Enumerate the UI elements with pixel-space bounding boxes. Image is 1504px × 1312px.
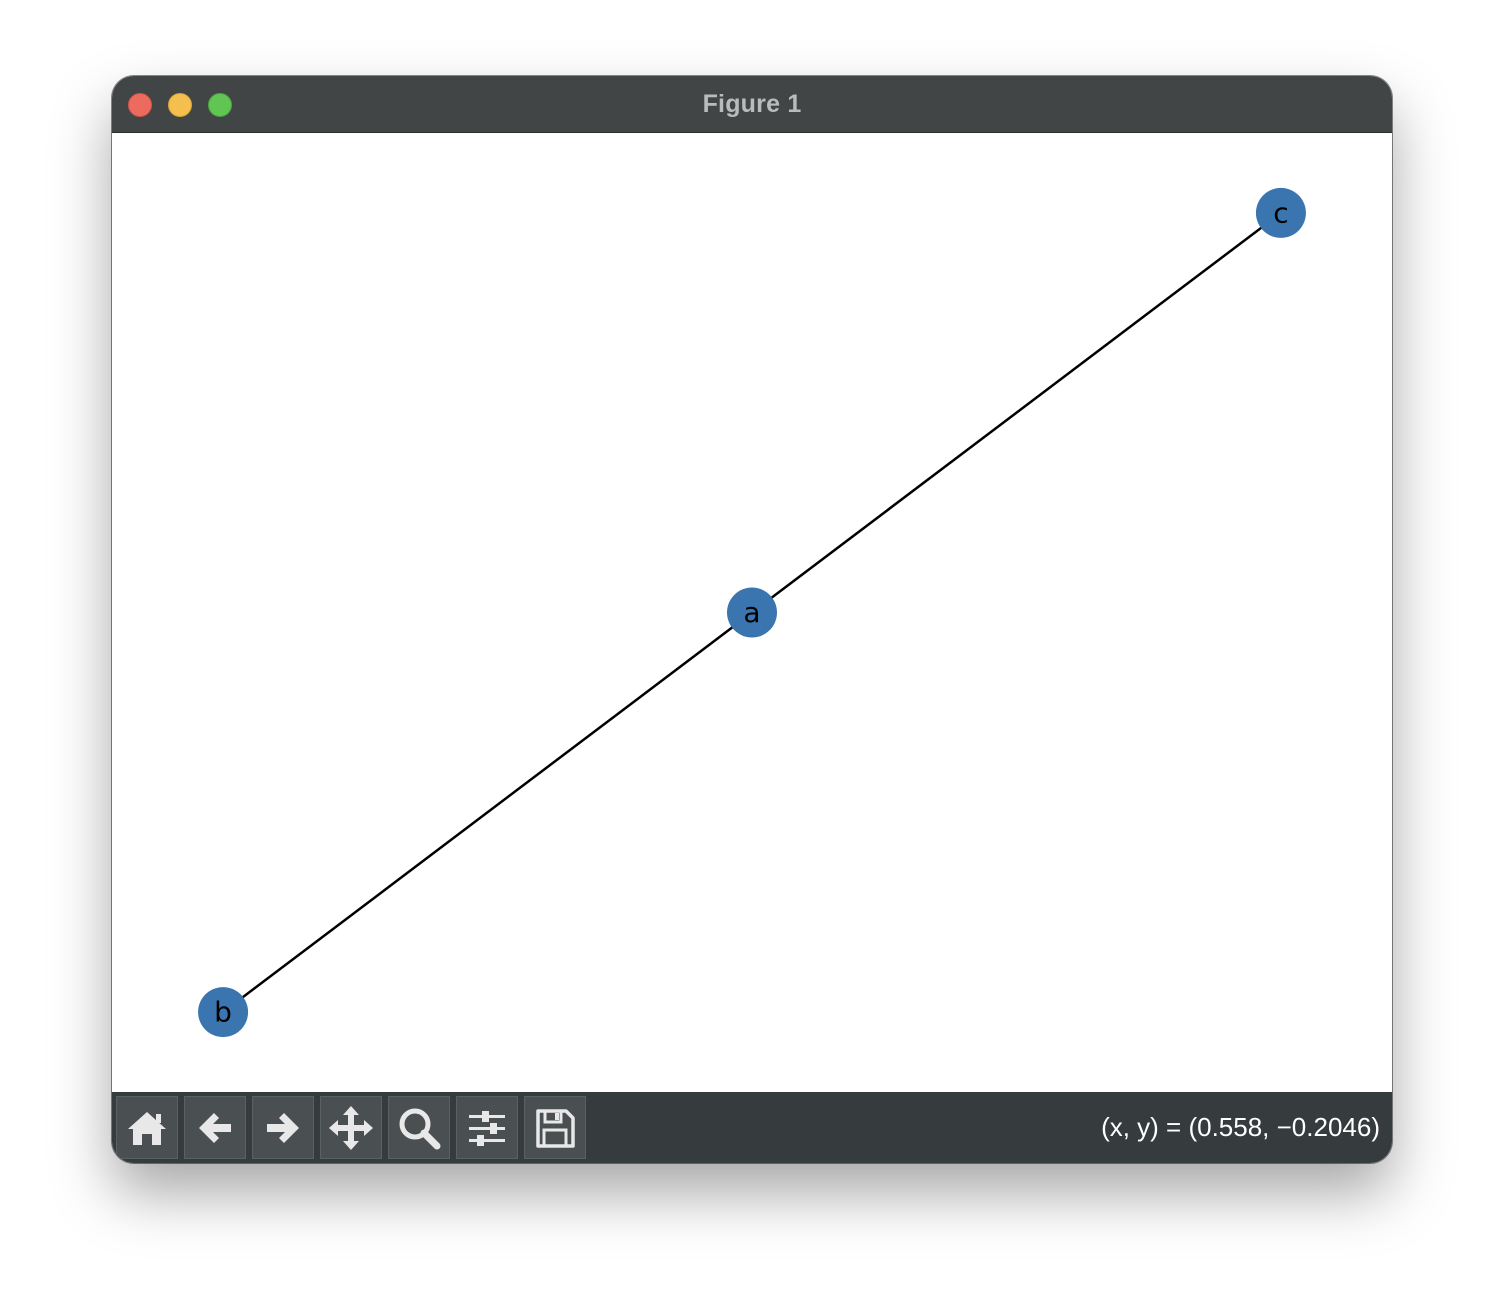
home-icon bbox=[128, 1111, 166, 1145]
node-label-b: b bbox=[214, 996, 232, 1029]
edge-a-c bbox=[751, 211, 1282, 614]
maximize-button[interactable] bbox=[208, 93, 232, 117]
search-icon bbox=[399, 1108, 441, 1149]
cursor-coordinates: (x, y) = (0.558, −0.2046) bbox=[1101, 1112, 1380, 1142]
node-label-a: a bbox=[743, 596, 760, 629]
zoom-button[interactable] bbox=[388, 1096, 450, 1159]
figure-window: Figure 1 a b c bbox=[112, 76, 1392, 1163]
arrow-left-icon bbox=[199, 1112, 231, 1143]
node-c bbox=[1255, 187, 1306, 238]
pan-button[interactable] bbox=[320, 1096, 382, 1159]
window-title: Figure 1 bbox=[702, 90, 802, 118]
edge-a-b bbox=[222, 611, 753, 1014]
close-button[interactable] bbox=[128, 93, 152, 117]
arrow-right-icon bbox=[267, 1112, 299, 1143]
plot-canvas[interactable]: a b c bbox=[112, 133, 1392, 1092]
move-icon bbox=[329, 1105, 373, 1150]
back-button[interactable] bbox=[184, 1096, 246, 1159]
home-button[interactable] bbox=[116, 1096, 178, 1159]
forward-button[interactable] bbox=[252, 1096, 314, 1159]
minimize-button[interactable] bbox=[168, 93, 192, 117]
sliders-icon bbox=[469, 1110, 505, 1146]
save-button[interactable] bbox=[524, 1096, 586, 1159]
configure-subplots-button[interactable] bbox=[456, 1096, 518, 1159]
network-graph: a b c bbox=[198, 187, 1306, 1038]
navigation-toolbar: (x, y) = (0.558, −0.2046) bbox=[112, 1092, 1392, 1163]
node-label-c: c bbox=[1273, 196, 1288, 229]
floppy-disk-icon bbox=[536, 1108, 575, 1148]
title-bar[interactable]: Figure 1 bbox=[112, 76, 1392, 133]
node-a bbox=[727, 587, 777, 638]
node-b bbox=[198, 987, 249, 1038]
